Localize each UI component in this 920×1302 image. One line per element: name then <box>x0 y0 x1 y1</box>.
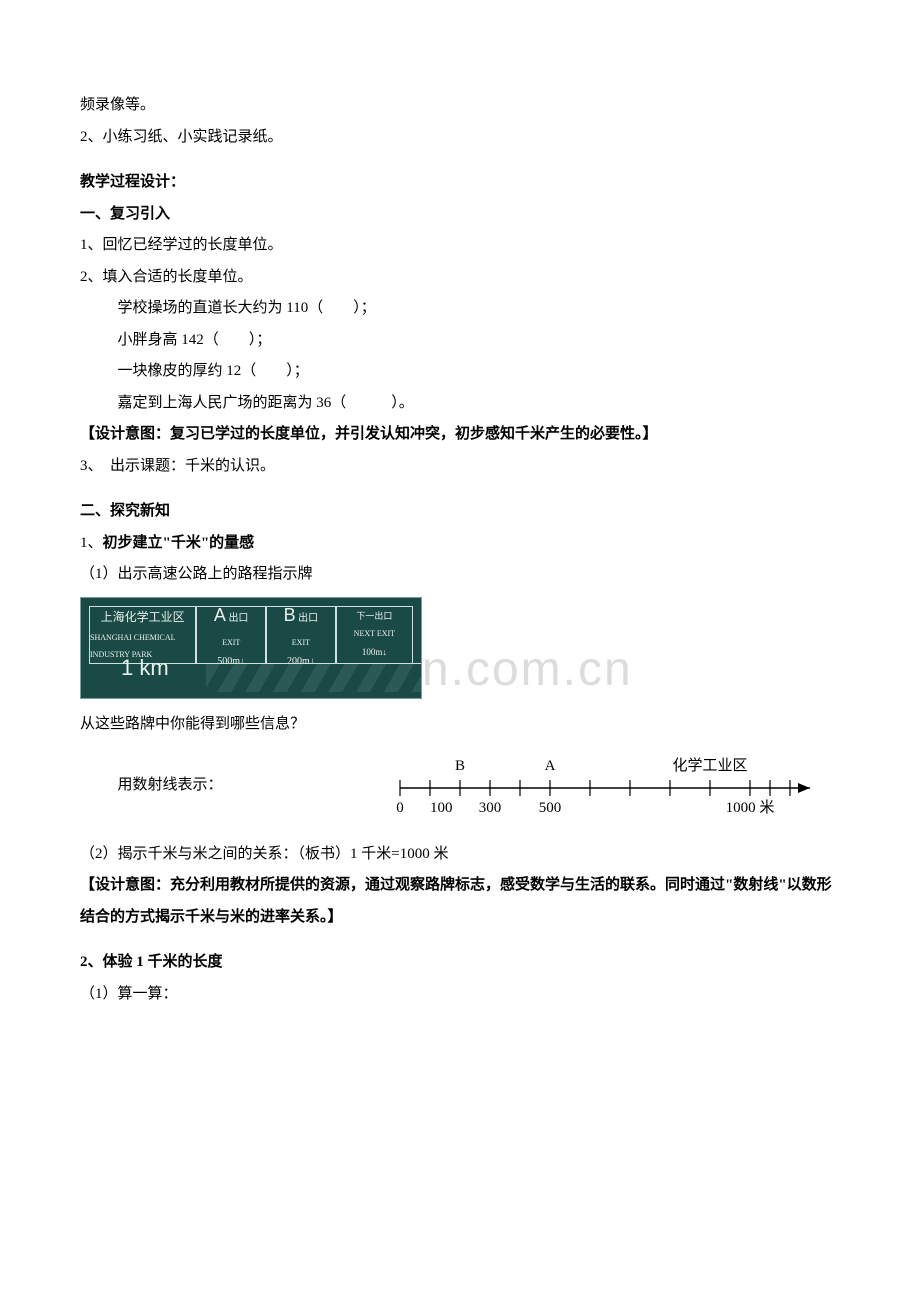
heading: 2、体验 1 千米的长度 <box>80 947 840 979</box>
svg-text:B: B <box>455 758 465 774</box>
sign-panel-a: A 出口 EXIT 500m↓ <box>196 606 266 664</box>
para: 频录像等。 <box>80 90 840 122</box>
para: 学校操场的直道长大约为 110（ ）； <box>80 293 840 325</box>
para: 小胖身高 142（ ）； <box>80 325 840 357</box>
para: 从这些路牌中你能得到哪些信息？ <box>80 709 840 741</box>
para: 2、填入合适的长度单位。 <box>80 262 840 294</box>
svg-text:500: 500 <box>539 800 562 816</box>
svg-text:100: 100 <box>430 800 453 816</box>
svg-text:化学工业区: 化学工业区 <box>672 757 747 774</box>
sign-panel-next: 下一出口 NEXT EXIT 100m↓ <box>336 606 413 664</box>
para: 3、 出示课题：千米的认识。 <box>80 451 840 483</box>
svg-text:300: 300 <box>479 800 502 816</box>
svg-text:A: A <box>545 758 556 774</box>
sign-1km: 1 km <box>121 645 169 691</box>
para: （1）算一算： <box>80 979 840 1011</box>
design-intent: 【设计意图：复习已学过的长度单位，并引发认知冲突，初步感知千米产生的必要性。】 <box>80 419 840 451</box>
sign-next-en: NEXT EXIT <box>354 626 395 643</box>
para: （1）出示高速公路上的路程指示牌 <box>80 559 840 591</box>
para: 嘉定到上海人民广场的距离为 36（ ）。 <box>80 388 840 420</box>
sign-b-exit-cn: 出口 <box>298 613 318 624</box>
document-body: 频录像等。 2、小练习纸、小实践记录纸。 教学过程设计： 一、复习引入 1、回忆… <box>80 90 840 1010</box>
numberline-diagram: B A 化学工业区 0 100 300 500 1000 米 <box>370 746 840 839</box>
sign-hatching <box>206 663 421 692</box>
para: （2）揭示千米与米之间的关系：（板书）1 千米=1000 米 <box>80 839 840 871</box>
heading: 教学过程设计： <box>80 167 840 199</box>
sign-a-exit-en: EXIT <box>222 635 240 652</box>
svg-text:1000 米: 1000 米 <box>726 799 775 816</box>
sign-next-dist: 100m↓ <box>362 643 387 662</box>
sign-b-letter: B <box>284 605 296 625</box>
numberline-caption: 用数射线表示： <box>80 746 370 802</box>
heading: 1、初步建立"千米"的量感 <box>80 528 840 560</box>
para: 2、小练习纸、小实践记录纸。 <box>80 122 840 154</box>
sign-b-exit-en: EXIT <box>292 635 310 652</box>
para: 一块橡皮的厚约 12（ ）； <box>80 356 840 388</box>
sign-left-cn: 上海化学工业区 <box>101 605 185 630</box>
heading: 一、复习引入 <box>80 199 840 231</box>
sign-a-letter: A <box>214 605 226 625</box>
para: 1、回忆已经学过的长度单位。 <box>80 230 840 262</box>
heading: 二、探究新知 <box>80 496 840 528</box>
num-prefix: 1、 <box>80 535 103 551</box>
sign-panel-b: B 出口 EXIT 200m↓ <box>266 606 336 664</box>
design-intent: 【设计意图：充分利用教材所提供的资源，通过观察路牌标志，感受数学与生活的联系。同… <box>80 870 840 933</box>
highway-sign-image: 上海化学工业区 SHANGHAI CHEMICAL INDUSTRY PARK … <box>80 597 422 699</box>
svg-text:0: 0 <box>396 800 404 816</box>
sign-a-exit-cn: 出口 <box>228 613 248 624</box>
sign-next-cn: 下一出口 <box>356 607 392 626</box>
heading-text: 初步建立"千米"的量感 <box>103 535 255 551</box>
